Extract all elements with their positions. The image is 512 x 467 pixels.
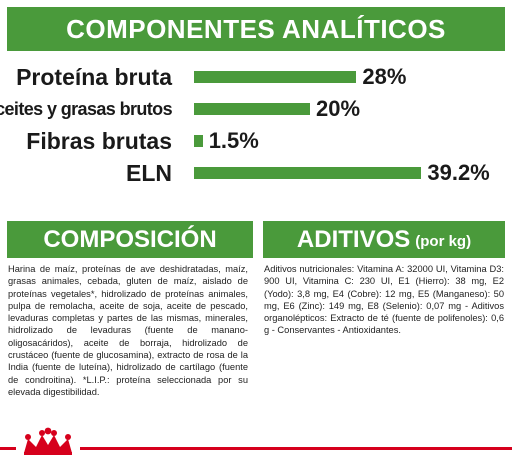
- analitico-label: Fibras brutas: [26, 128, 172, 154]
- analitico-bar: [194, 135, 203, 147]
- composicion-text: Harina de maíz, proteínas de ave deshidr…: [8, 264, 248, 397]
- analitico-value: 39.2%: [427, 160, 490, 185]
- composicion-title-banner: COMPOSICIÓN: [7, 221, 253, 258]
- aditivos-title: ADITIVOS: [296, 225, 411, 253]
- royal-canin-crown-icon: [16, 427, 80, 457]
- analitico-row-aceites: Aceites y grasas brutos 20%: [0, 94, 512, 124]
- analitico-row-proteina: Proteína bruta 28%: [0, 62, 512, 92]
- composicion-title: COMPOSICIÓN: [43, 225, 217, 253]
- aditivos-text: Aditivos nutricionales: Vitamina A: 3200…: [264, 264, 504, 336]
- analitico-bar: [194, 103, 310, 115]
- analitico-label: ELN: [126, 160, 172, 186]
- analitico-bar: [194, 167, 422, 179]
- analitico-label: Aceites y grasas brutos: [0, 99, 173, 119]
- analitico-bar: [194, 71, 357, 83]
- analiticos-title: COMPONENTES ANALÍTICOS: [66, 13, 446, 44]
- analiticos-title-banner: COMPONENTES ANALÍTICOS: [7, 7, 505, 51]
- analitico-value: 1.5%: [208, 128, 259, 153]
- analitico-label: Proteína bruta: [16, 64, 172, 90]
- analitico-value: 28%: [362, 64, 407, 89]
- analitico-row-eln: ELN 39.2%: [0, 158, 512, 188]
- aditivos-title-banner: ADITIVOS (por kg): [263, 221, 505, 258]
- aditivos-title-unit: (por kg): [415, 233, 472, 250]
- analitico-row-fibras: Fibras brutas 1.5%: [0, 126, 512, 156]
- footer-red-line: [0, 447, 512, 450]
- analitico-value: 20%: [316, 96, 361, 121]
